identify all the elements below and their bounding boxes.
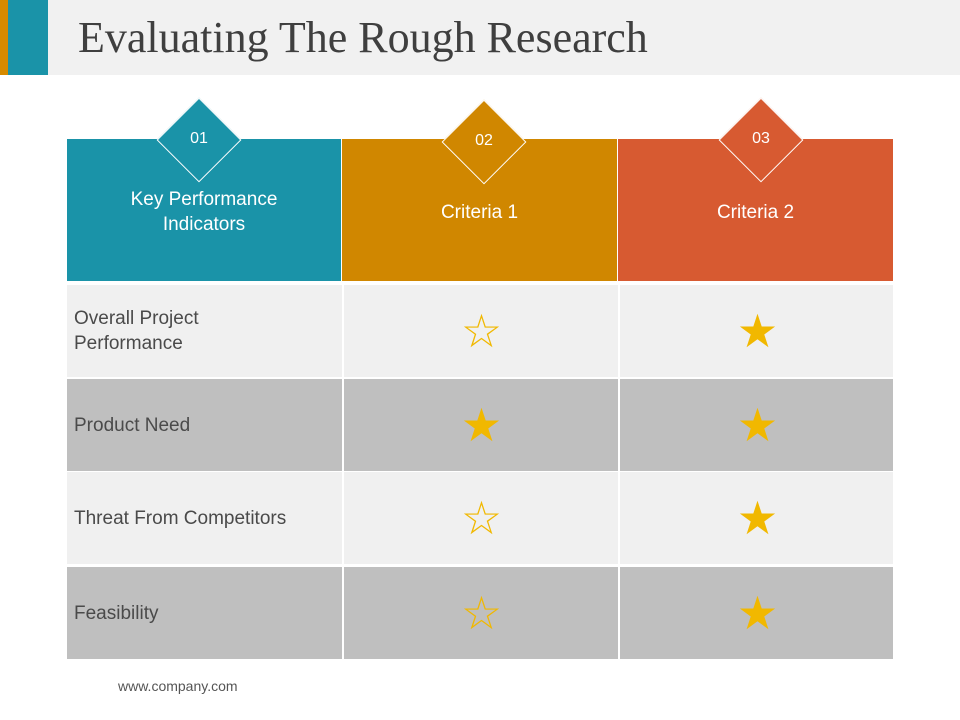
- outline-star-icon: ☆: [460, 492, 503, 544]
- row-label: Feasibility: [74, 602, 159, 624]
- table-row: Threat From Competitors ☆ ★: [67, 472, 893, 564]
- row-label-cell: Threat From Competitors: [67, 472, 341, 564]
- title-band: [0, 0, 960, 75]
- slide-title: Evaluating The Rough Research: [78, 13, 648, 62]
- filled-star-icon: ★: [736, 305, 779, 357]
- criteria-2-cell: ★: [618, 472, 895, 564]
- filled-star-icon: ★: [736, 587, 779, 639]
- header-criteria-1: Criteria 1: [342, 139, 617, 281]
- row-label-cell: Product Need: [67, 379, 341, 471]
- column-number: 02: [475, 132, 493, 149]
- header-label: Criteria 1: [440, 201, 519, 223]
- footer-url: www.company.com: [118, 678, 238, 694]
- table-row: Feasibility ☆ ★: [67, 567, 893, 659]
- table-row: Product Need ★ ★: [67, 379, 893, 471]
- row-label: Overall Project Performance: [74, 308, 199, 354]
- header-label: Criteria 2: [716, 201, 795, 223]
- criteria-1-cell: ☆: [342, 567, 619, 659]
- criteria-1-cell: ☆: [342, 472, 619, 564]
- outline-star-icon: ☆: [460, 305, 503, 357]
- filled-star-icon: ★: [460, 399, 503, 451]
- header-label: Key Performance Indicators: [130, 189, 278, 235]
- row-label-cell: Overall Project Performance: [67, 285, 341, 377]
- row-label-cell: Feasibility: [67, 567, 341, 659]
- row-label: Product Need: [74, 414, 191, 436]
- outline-star-icon: ☆: [460, 587, 503, 639]
- title-accent-teal: [8, 0, 48, 75]
- row-label: Threat From Competitors: [74, 507, 287, 529]
- title-accent-orange: [0, 0, 8, 75]
- criteria-1-cell: ☆: [342, 285, 619, 377]
- criteria-1-cell: ★: [342, 379, 619, 471]
- column-number: 03: [752, 130, 770, 147]
- filled-star-icon: ★: [736, 399, 779, 451]
- criteria-2-cell: ★: [618, 379, 895, 471]
- table-row: Overall Project Performance ☆ ★: [67, 285, 893, 377]
- filled-star-icon: ★: [736, 492, 779, 544]
- criteria-2-cell: ★: [618, 567, 895, 659]
- criteria-2-cell: ★: [618, 285, 895, 377]
- column-number: 01: [190, 130, 208, 147]
